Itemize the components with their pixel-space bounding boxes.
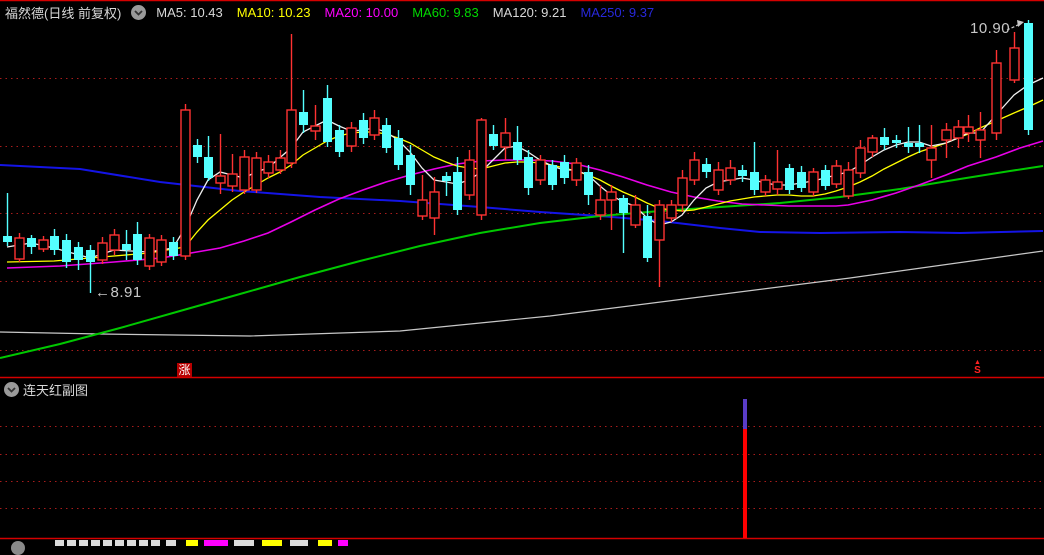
- chevron-down-icon[interactable]: [131, 5, 147, 20]
- low-price-label: ←8.91: [95, 284, 142, 301]
- clipped-text-fragment: [139, 540, 148, 546]
- subchart-header: 连天红副图: [4, 380, 88, 399]
- clipped-text-fragment: [151, 540, 160, 546]
- ma10-label: MA10: 10.23: [236, 5, 311, 20]
- clipped-text-fragment: [103, 540, 112, 546]
- rise-badge: 涨: [177, 363, 192, 377]
- up-triangle-icon: ▲: [974, 359, 981, 366]
- clipped-text-fragment: [67, 540, 76, 546]
- clipped-text-fragment: [127, 540, 136, 546]
- subchart-title: 连天红副图: [23, 383, 89, 398]
- main-chart-header: 福然德(日线 前复权) MA5: 10.43 MA10: 10.23 MA20:…: [5, 3, 668, 22]
- clipped-text-fragment: [290, 540, 308, 546]
- clipped-text-fragment: [234, 540, 254, 546]
- clipped-text-fragment: [318, 540, 332, 546]
- ma250-label: MA250: 9.37: [580, 5, 655, 20]
- clipped-text-fragment: [91, 540, 100, 546]
- stock-title: 福然德(日线 前复权): [5, 6, 122, 21]
- high-price-label: 10.90: [970, 20, 1011, 37]
- chevron-down-icon[interactable]: [4, 382, 19, 397]
- ma60-label: MA60: 9.83: [412, 5, 479, 20]
- ma20-label: MA20: 10.00: [324, 5, 399, 20]
- clipped-text-fragment: [204, 540, 228, 546]
- chevron-down-icon[interactable]: [11, 541, 25, 555]
- clipped-text-fragment: [55, 540, 64, 546]
- ma120-label: MA120: 9.21: [492, 5, 567, 20]
- clipped-text-fragment: [186, 540, 198, 546]
- clipped-text-fragment: [338, 540, 348, 546]
- clipped-text-fragment: [262, 540, 282, 546]
- ma5-label: MA5: 10.43: [156, 5, 223, 20]
- clipped-text-fragment: [166, 540, 176, 546]
- clipped-text-fragment: [79, 540, 88, 546]
- signal-marker: ▲ S: [974, 359, 981, 376]
- clipped-text-fragment: [115, 540, 124, 546]
